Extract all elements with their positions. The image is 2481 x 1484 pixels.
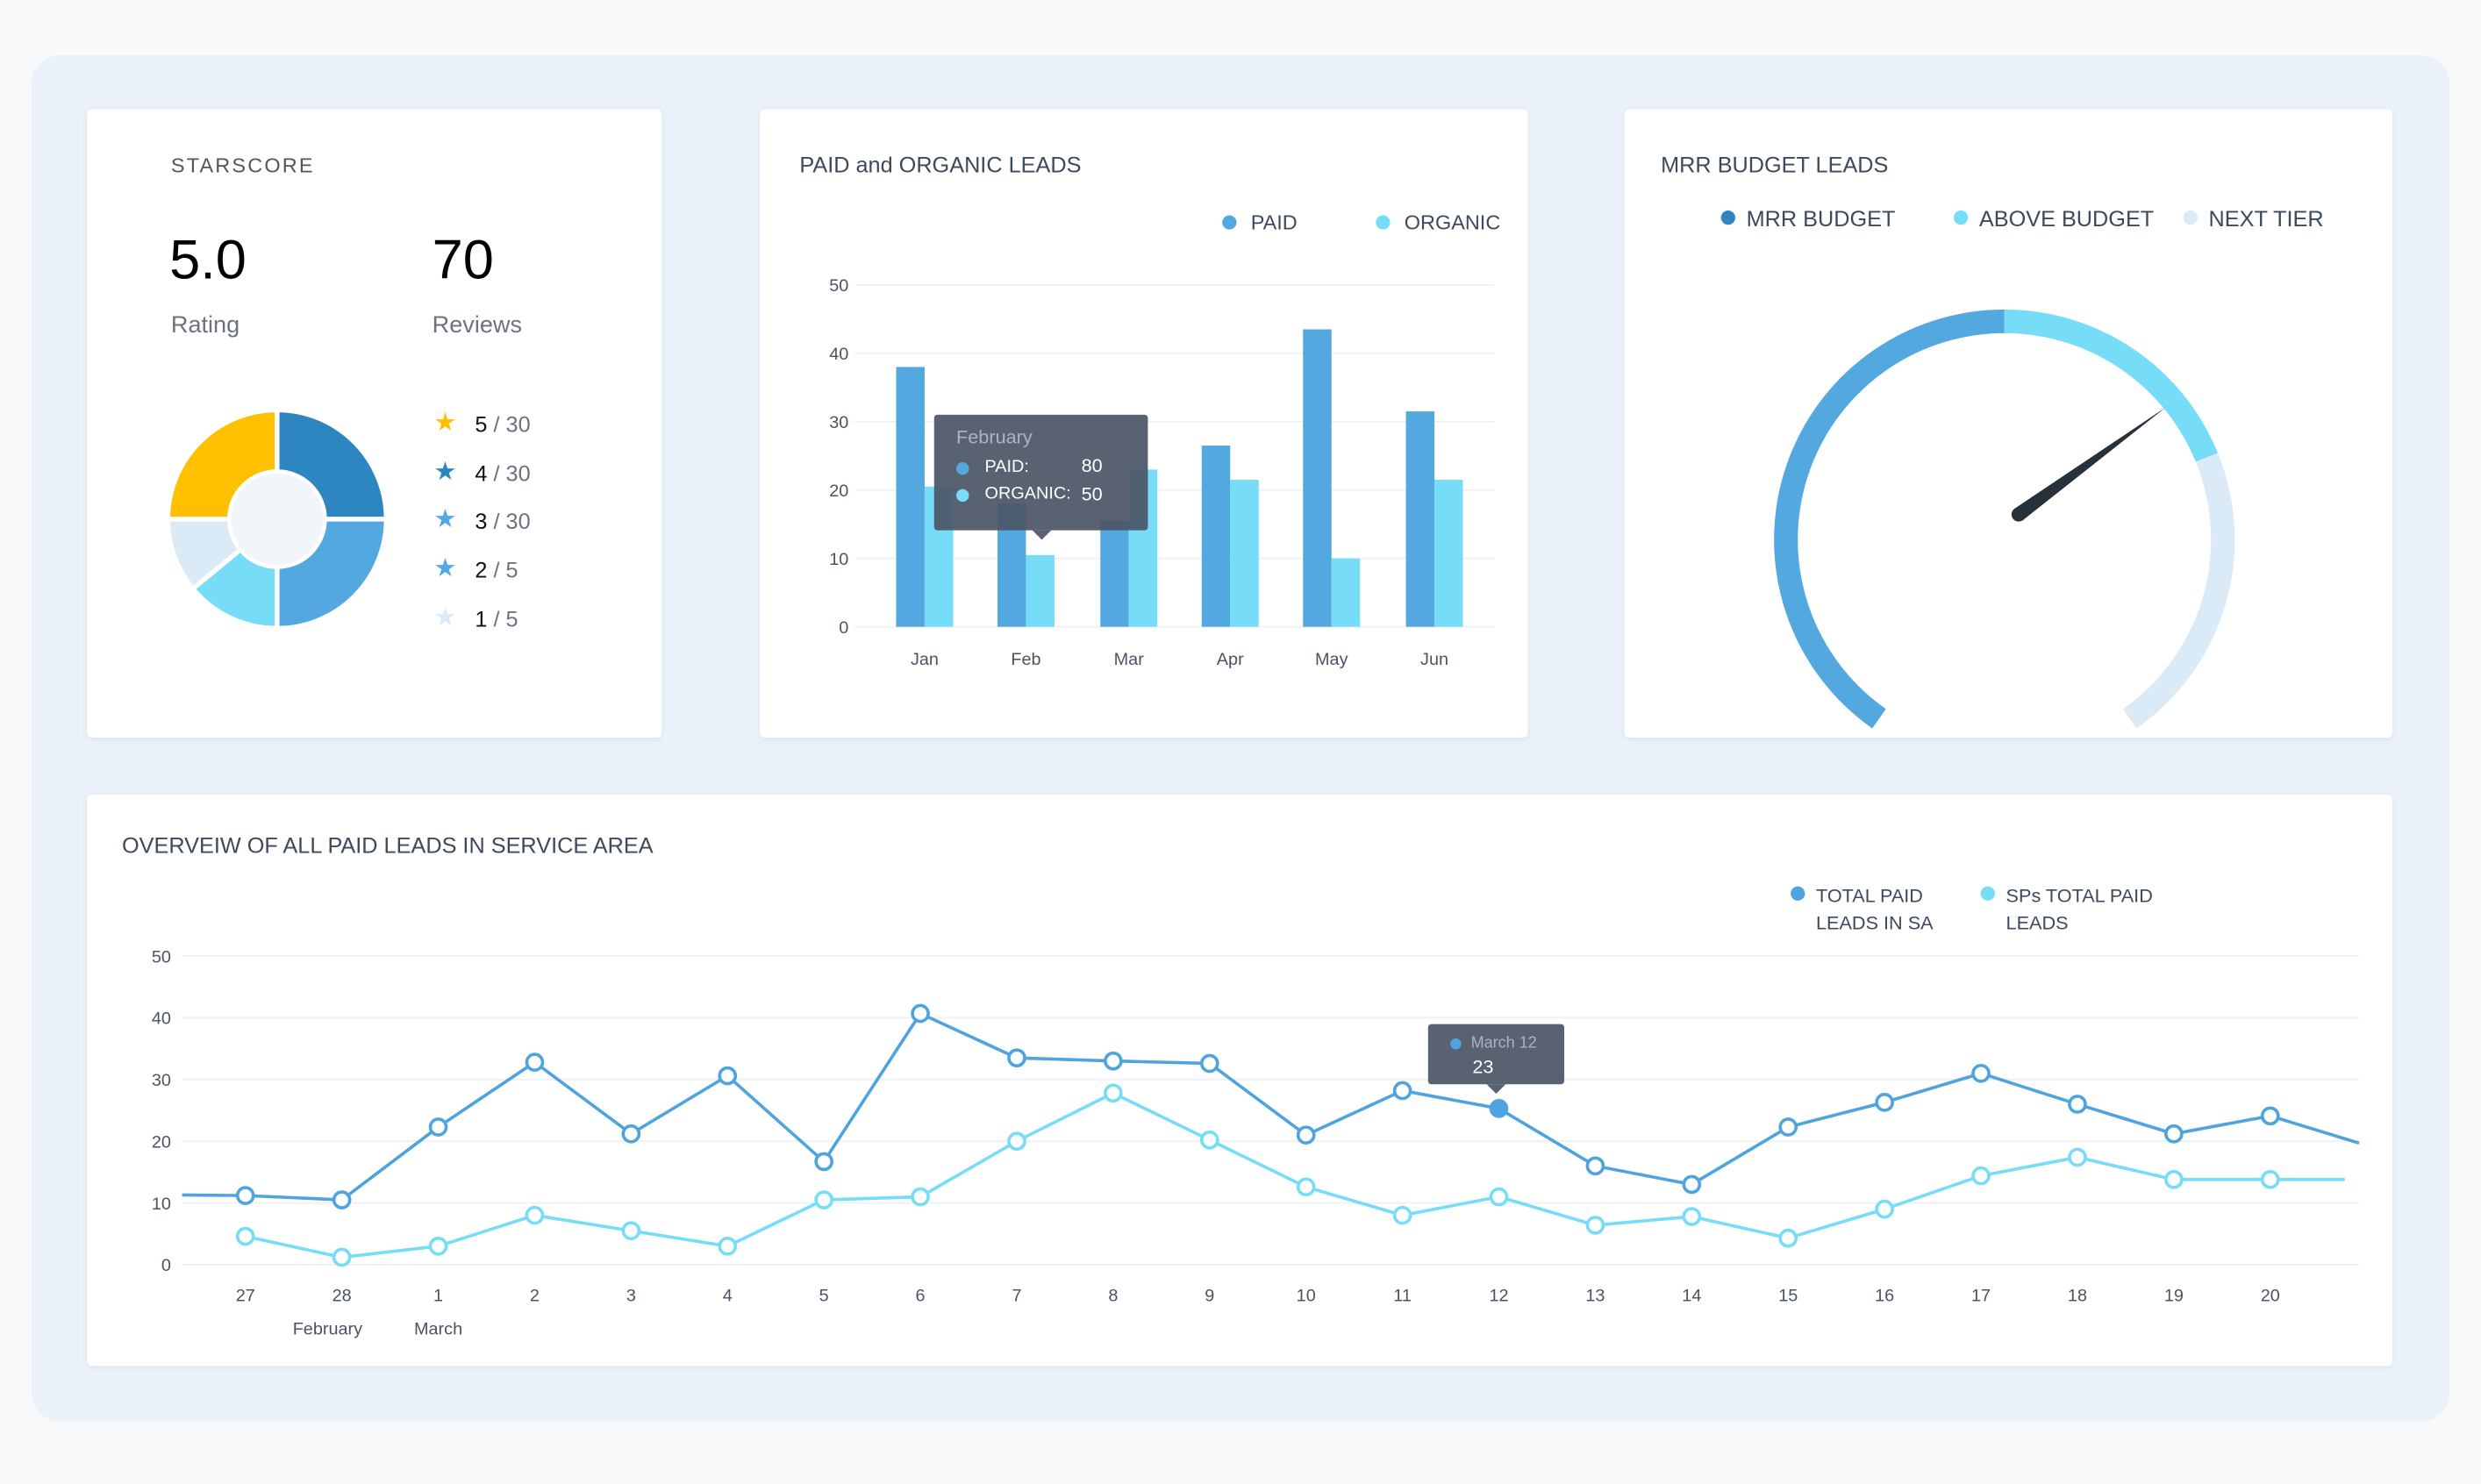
starscore-card (87, 109, 662, 738)
legend-above-budget-dot (1953, 210, 1969, 225)
bar-tooltip-paid-dot (956, 461, 969, 475)
paid-organic-title: PAID and ORGANIC LEADS (799, 152, 1082, 178)
reviews-value: 70 (432, 229, 494, 292)
star-count: 30 (505, 509, 531, 534)
bar-tooltip: February PAID: 80 ORGANIC: 50 (933, 414, 1148, 540)
star-count: 30 (505, 411, 531, 438)
star-icon: ★ (433, 604, 457, 631)
legend-total-paid-line2: LEADS IN SA (1815, 911, 1934, 934)
bar-tooltip-title: February (956, 425, 1033, 448)
star-level: 4 (475, 460, 488, 486)
legend-above-budget-label[interactable]: ABOVE BUDGET (1978, 205, 2155, 232)
legend-next-tier-label[interactable]: NEXT TIER (2208, 205, 2324, 232)
bar-tooltip-organic-dot (956, 489, 969, 503)
legend-sps-paid-line1: SPs TOTAL PAID (2006, 884, 2153, 908)
line-tooltip: March 12 23 (1427, 1024, 1565, 1095)
legend-total-paid-line1: TOTAL PAID (1815, 884, 1923, 908)
star-count: 5 (505, 605, 518, 631)
legend-organic-dot (1376, 215, 1391, 230)
star-row-4: 4 / 30 (475, 460, 530, 486)
star-separator: / (493, 411, 500, 438)
star-separator: / (493, 605, 500, 631)
legend-total-paid-dot (1791, 886, 1805, 901)
star-icon: ★ (433, 458, 457, 486)
star-separator: / (493, 460, 500, 486)
line-tooltip-title: March 12 (1470, 1035, 1537, 1053)
star-icon: ★ (433, 410, 457, 438)
star-row-1: 1 / 5 (475, 606, 518, 631)
star-row-2: 2 / 5 (475, 557, 518, 582)
line-tooltip-dot (1450, 1038, 1462, 1050)
star-separator: / (493, 509, 500, 534)
star-count: 5 (505, 557, 518, 583)
mrr-title: MRR BUDGET LEADS (1661, 152, 1889, 178)
rating-label: Rating (170, 311, 240, 339)
star-icon: ★ (433, 555, 457, 583)
legend-mrr-budget-dot (1720, 210, 1735, 225)
bar-tooltip-organic-value: 50 (1081, 482, 1103, 505)
legend-paid-label[interactable]: PAID (1250, 210, 1298, 235)
legend-total-paid-label[interactable]: TOTAL PAID LEADS IN SA (1816, 883, 1934, 937)
legend-next-tier-dot (2183, 210, 2198, 225)
bar-tooltip-organic-label: ORGANIC: (984, 484, 1071, 503)
star-separator: / (493, 557, 500, 583)
legend-sps-paid-dot (1980, 886, 1995, 901)
overview-card (87, 794, 2392, 1366)
overview-title: OVERVEIW OF ALL PAID LEADS IN SERVICE AR… (121, 832, 654, 859)
legend-mrr-budget-label[interactable]: MRR BUDGET (1746, 205, 1896, 232)
star-row-5: 5 / 30 (475, 411, 530, 437)
starscore-title: STARSCORE (170, 153, 315, 178)
star-level: 3 (475, 509, 488, 534)
star-icon: ★ (433, 507, 457, 534)
bar-tooltip-paid-value: 80 (1081, 453, 1103, 477)
legend-organic-label[interactable]: ORGANIC (1404, 210, 1501, 235)
rating-value: 5.0 (169, 229, 247, 292)
legend-sps-paid-label[interactable]: SPs TOTAL PAID LEADS (2006, 883, 2153, 937)
star-count: 30 (505, 460, 531, 486)
mrr-budget-card (1624, 109, 2392, 738)
reviews-label: Reviews (432, 311, 522, 339)
bar-tooltip-paid-label: PAID: (984, 457, 1029, 477)
line-tooltip-value: 23 (1472, 1055, 1494, 1079)
star-level: 2 (475, 557, 488, 583)
star-row-3: 3 / 30 (475, 509, 530, 534)
legend-paid-dot (1222, 215, 1237, 230)
legend-sps-paid-line2: LEADS (2006, 911, 2069, 934)
star-level: 5 (475, 411, 488, 438)
star-level: 1 (475, 605, 488, 631)
